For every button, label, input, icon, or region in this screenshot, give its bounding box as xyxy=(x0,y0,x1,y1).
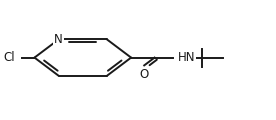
Text: O: O xyxy=(140,68,149,81)
Text: HN: HN xyxy=(178,51,195,64)
Text: Cl: Cl xyxy=(4,51,15,64)
Text: N: N xyxy=(54,33,63,46)
